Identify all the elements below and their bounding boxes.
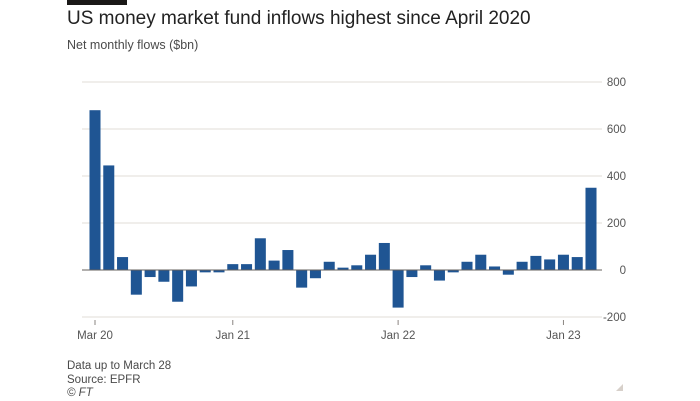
bar: [296, 270, 308, 288]
chart-title: US money market fund inflows highest sin…: [67, 8, 531, 29]
bar: [309, 270, 321, 279]
bar: [241, 264, 253, 271]
bar: [323, 261, 335, 270]
bar: [172, 270, 184, 302]
corner-mark-icon: [616, 384, 623, 391]
bar: [254, 238, 266, 270]
bar: [158, 270, 170, 282]
bar: [89, 110, 101, 270]
bar: [585, 187, 597, 270]
bar: [420, 265, 432, 270]
bar: [268, 260, 280, 270]
bar: [557, 254, 569, 270]
x-tick-label: Jan 21: [216, 330, 251, 342]
source-note: Source: EPFR: [67, 373, 141, 386]
bar: [502, 270, 514, 275]
y-tick-label: 200: [607, 218, 626, 230]
y-tick-label: -200: [603, 312, 626, 324]
x-tick-label: Jan 23: [546, 330, 581, 342]
bar: [282, 250, 294, 270]
bar: [392, 270, 404, 308]
bar: [475, 254, 487, 270]
y-tick-label: 0: [620, 265, 626, 277]
bar: [433, 270, 445, 281]
y-tick-label: 600: [607, 124, 626, 136]
bar: [378, 242, 390, 270]
bar: [144, 270, 156, 278]
bar: [199, 270, 211, 273]
bar: [365, 254, 377, 270]
bar: [103, 165, 115, 270]
bar: [130, 270, 142, 295]
bar: [213, 270, 225, 273]
bar: [571, 257, 583, 270]
bar: [489, 266, 501, 270]
bar: [447, 270, 459, 273]
data-note: Data up to March 28: [67, 360, 172, 372]
bar: [406, 270, 418, 278]
bar: [337, 267, 349, 270]
chart-footer: Data up to March 28 Source: EPFR © FT: [67, 360, 171, 401]
bar: [185, 270, 197, 287]
bar: [516, 261, 528, 270]
y-tick-label: 400: [607, 171, 626, 183]
bar: [544, 259, 556, 270]
chart-subtitle: Net monthly flows ($bn): [67, 38, 199, 52]
x-tick-label: Jan 22: [381, 330, 416, 342]
y-tick-label: 800: [607, 77, 626, 89]
bar: [461, 261, 473, 270]
x-tick-label: Mar 20: [77, 330, 113, 342]
bar: [227, 264, 239, 271]
bar: [117, 257, 129, 270]
copyright-note: © FT: [67, 387, 93, 399]
bar: [351, 265, 363, 270]
bar: [530, 255, 542, 270]
header-rule: [67, 0, 127, 5]
